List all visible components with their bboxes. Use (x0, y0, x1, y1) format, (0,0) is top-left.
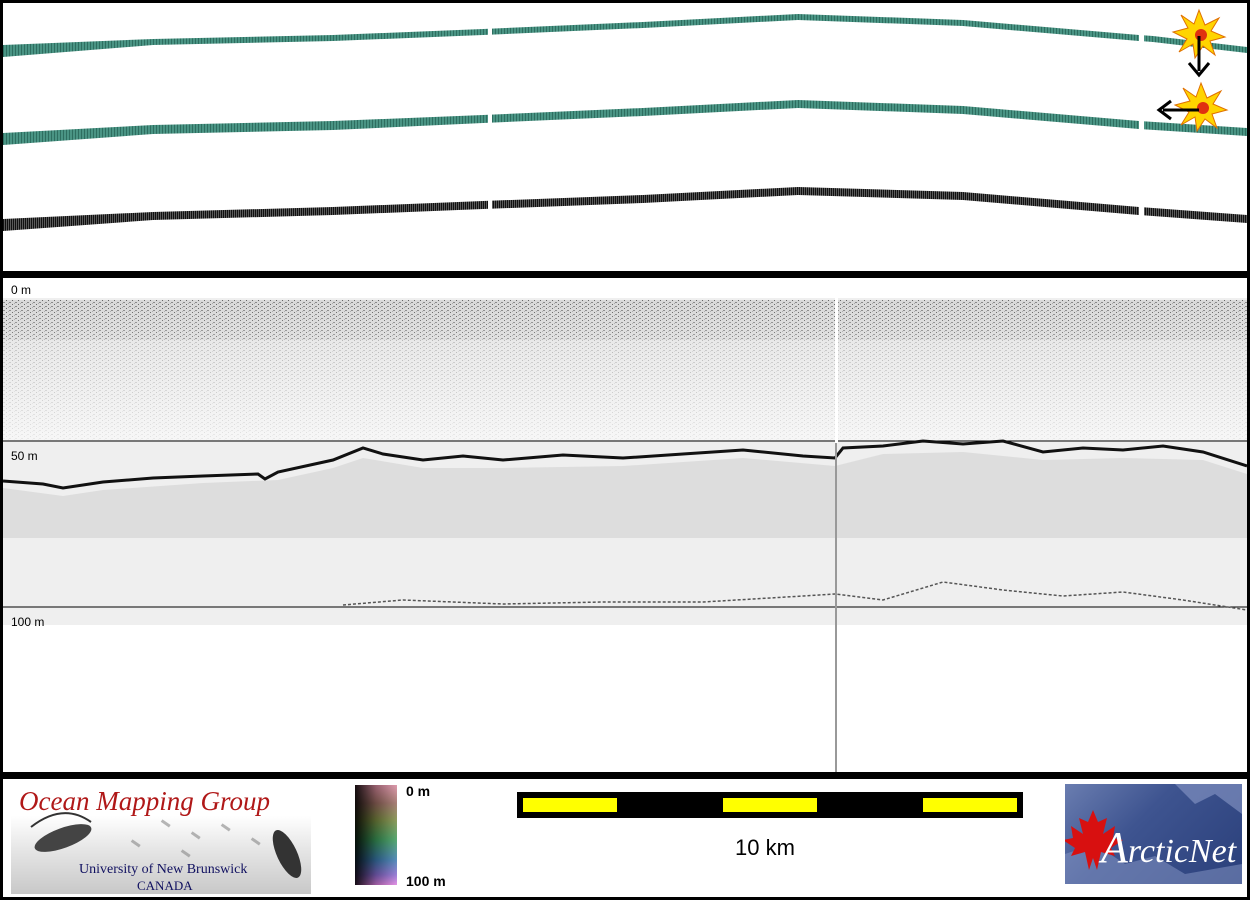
colorbar-top-label: 0 m (406, 783, 431, 799)
scale-segment (923, 798, 1017, 812)
profile-svg (2, 298, 1248, 772)
omg-title: Ocean Mapping Group (19, 786, 270, 816)
depth-label-0: 0 m (11, 283, 32, 297)
colorbar-bottom-label: 100 m (406, 873, 446, 889)
arrow-left-icon (1156, 99, 1199, 121)
swath-line-1 (3, 14, 1247, 57)
maple-leaf-icon (1065, 810, 1123, 870)
scale-bar (517, 792, 1023, 818)
depth-colorbar (355, 785, 397, 885)
arrow-down-icon (1187, 36, 1211, 78)
profile-panel: 0 m 50 m 100 m (2, 278, 1248, 772)
seafloor-reflector (2, 439, 1248, 490)
swath-panel (3, 3, 1247, 271)
sun-icon (1171, 8, 1227, 60)
omg-country: CANADA (137, 878, 193, 893)
depth-label-50: 50 m (11, 449, 38, 463)
sonar-fish-icon (30, 812, 302, 878)
arcticnet-logo: ArcticNet (1065, 784, 1242, 884)
swath-svg (3, 8, 1247, 263)
backscatter-line (3, 187, 1247, 231)
omg-subtitle: University of New Brunswick (79, 862, 248, 877)
swath-line-2 (3, 100, 1247, 145)
scale-label: 10 km (735, 835, 795, 860)
arcticnet-text: ArcticNet (1101, 822, 1236, 873)
depth-label-100: 100 m (11, 615, 45, 629)
omg-logo: Ocean Mapping Group University of New Br… (11, 782, 311, 894)
scale-segment (723, 798, 817, 812)
scale-segment (523, 798, 617, 812)
arcticnet-initial: A (1101, 823, 1128, 872)
sun-icon (1173, 81, 1229, 133)
arcticnet-rest: rcticNet (1127, 833, 1237, 870)
footer-panel: Ocean Mapping Group University of New Br… (3, 779, 1247, 897)
